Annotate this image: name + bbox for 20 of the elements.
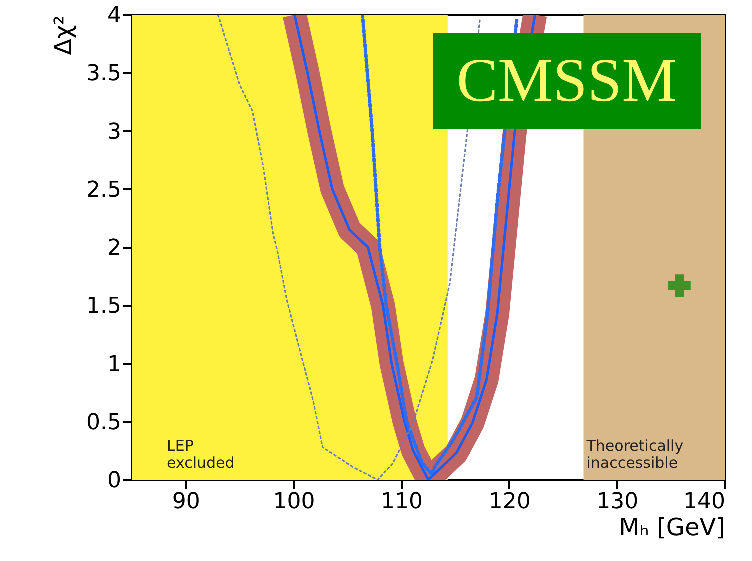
x-tick-label: 120 xyxy=(488,490,531,514)
y-tick-label: 4 xyxy=(108,4,122,28)
x-axis-title: Mₕ [GeV] xyxy=(618,514,726,542)
band-label: Theoretically inaccessible xyxy=(586,437,684,472)
x-tick-label: 130 xyxy=(596,490,639,514)
x-tick-label: 100 xyxy=(273,490,316,514)
y-tick-label: 0 xyxy=(108,468,122,494)
y-tick-label: 3.5 xyxy=(86,62,122,87)
y-tick-label: 2 xyxy=(108,236,122,261)
y-tick-label: 1.5 xyxy=(86,294,122,320)
y-axis-title: Δχ² xyxy=(50,16,78,56)
band-label: LEP excluded xyxy=(167,437,235,472)
x-tick-label: 110 xyxy=(381,490,424,514)
y-tick-label: 3 xyxy=(108,120,122,145)
y-tick-label: 0.5 xyxy=(86,410,122,436)
x-tick-label: 90 xyxy=(172,490,200,514)
y-tick-label: 2.5 xyxy=(86,178,122,203)
x-tick-label: 140 xyxy=(684,490,726,514)
annotation: CMSSM xyxy=(433,33,701,129)
y-tick-label: 1 xyxy=(108,352,122,378)
